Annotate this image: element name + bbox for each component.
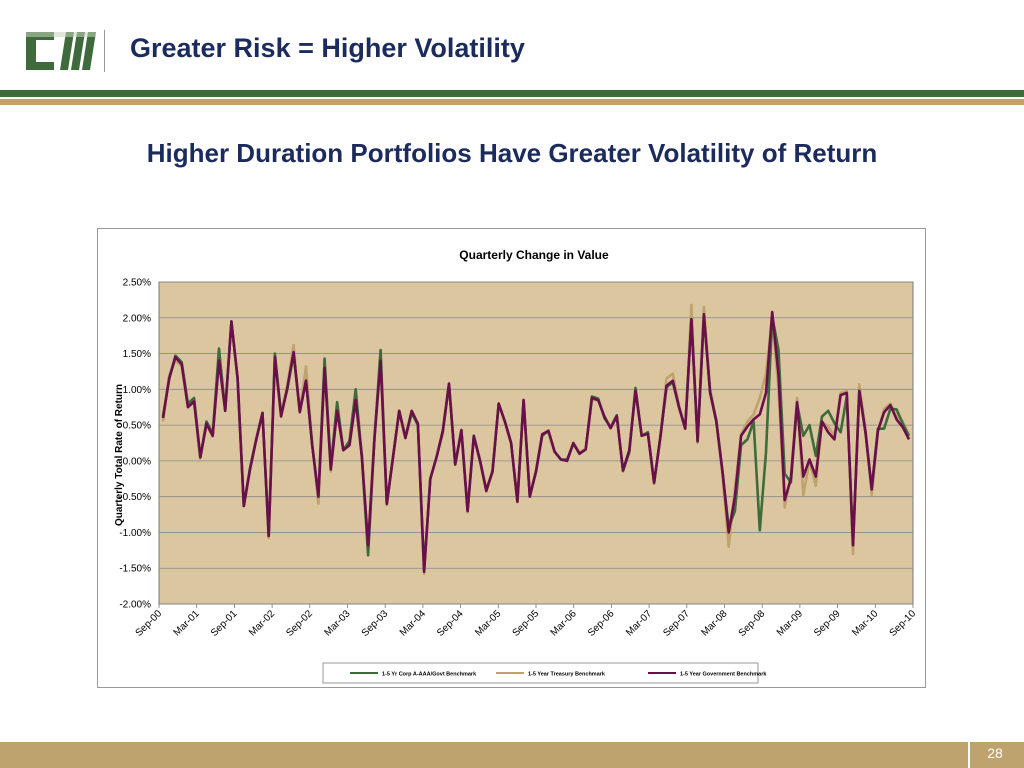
y-tick-labels: 2.50% 2.00% 1.50% 1.00% 0.50% 0.00% -0.50% -1.0… [119, 278, 151, 611]
y-tick-label: -1.00% [119, 528, 151, 539]
series-line-2 [161, 310, 911, 574]
company-logo: CM [26, 32, 96, 70]
header-band-gold [0, 99, 1024, 105]
y-tick-label: 2.00% [123, 313, 151, 324]
series-lines [161, 303, 911, 576]
x-tick-label: Sep-09 [812, 608, 843, 639]
y-tick-label: 0.50% [123, 421, 151, 432]
x-tick-label: Mar-06 [549, 608, 579, 638]
x-tick-labels: Sep-00 Mar-01 Sep-01 Mar-02 Sep-02 Mar-03 Sep-… [134, 604, 919, 639]
footer-band [0, 742, 1024, 768]
y-tick-label: 1.00% [123, 385, 151, 396]
x-tick-label: Sep-05 [511, 608, 542, 639]
x-tick-label: Sep-10 [888, 608, 919, 639]
x-tick-label: Sep-06 [586, 608, 617, 639]
line-chart: Quarterly Change in Value Quarterly Tota… [114, 248, 919, 684]
x-tick-label: Sep-01 [209, 608, 240, 639]
x-tick-label: Mar-09 [775, 608, 805, 638]
y-tick-label: 1.50% [123, 349, 151, 360]
x-tick-label: Sep-08 [737, 608, 768, 639]
legend: 1-5 Yr Corp A-AAA/Govt Benchmark 1-5 Year… [350, 672, 767, 678]
y-tick-label: -1.50% [119, 564, 151, 575]
x-tick-label: Sep-02 [284, 608, 315, 639]
logo-highlight [26, 32, 96, 37]
slide-subtitle: Higher Duration Portfolios Have Greater … [146, 138, 878, 168]
x-tick-label: Mar-07 [624, 608, 654, 638]
y-tick-label: -2.00% [119, 600, 151, 611]
footer-separator [968, 742, 970, 768]
header-band-green [0, 90, 1024, 97]
x-tick-label: Sep-00 [134, 608, 165, 639]
x-tick-label: Mar-03 [322, 608, 352, 638]
x-tick-label: Sep-04 [435, 608, 466, 639]
x-tick-label: Sep-03 [360, 608, 391, 639]
plot-area [158, 281, 914, 605]
legend-label: 1-5 Year Government Benchmark [680, 672, 767, 678]
x-tick-label: Sep-07 [661, 608, 692, 639]
header-separator [104, 30, 105, 72]
page-number: 28 [987, 745, 1003, 761]
legend-box [322, 662, 759, 684]
chart-frame: Quarterly Change in Value Quarterly Tota… [97, 228, 926, 688]
x-tick-label: Mar-08 [699, 608, 729, 638]
legend-label: 1-5 Yr Corp A-AAA/Govt Benchmark [382, 672, 477, 678]
logo-m-right-stroke [82, 32, 96, 70]
logo-c-shape [26, 32, 54, 70]
x-tick-label: Mar-05 [473, 608, 503, 638]
x-tick-label: Mar-02 [247, 608, 277, 638]
chart-title: Quarterly Change in Value [459, 248, 609, 262]
y-tick-label: 2.50% [123, 278, 151, 289]
y-tick-label: -0.50% [119, 492, 151, 503]
x-tick-label: Mar-10 [850, 608, 880, 638]
x-tick-label: Mar-01 [172, 608, 202, 638]
logo-m-left-stroke [60, 32, 74, 70]
y-tick-label: 0.00% [123, 456, 151, 467]
logo-m-middle-stroke [71, 32, 85, 70]
y-axis-title: Quarterly Total Rate of Return [114, 384, 125, 526]
legend-label: 1-5 Year Treasury Benchmark [528, 672, 606, 678]
x-tick-label: Mar-04 [398, 608, 428, 638]
slide-title: Greater Risk = Higher Volatility [130, 33, 525, 63]
gridlines [159, 281, 913, 605]
